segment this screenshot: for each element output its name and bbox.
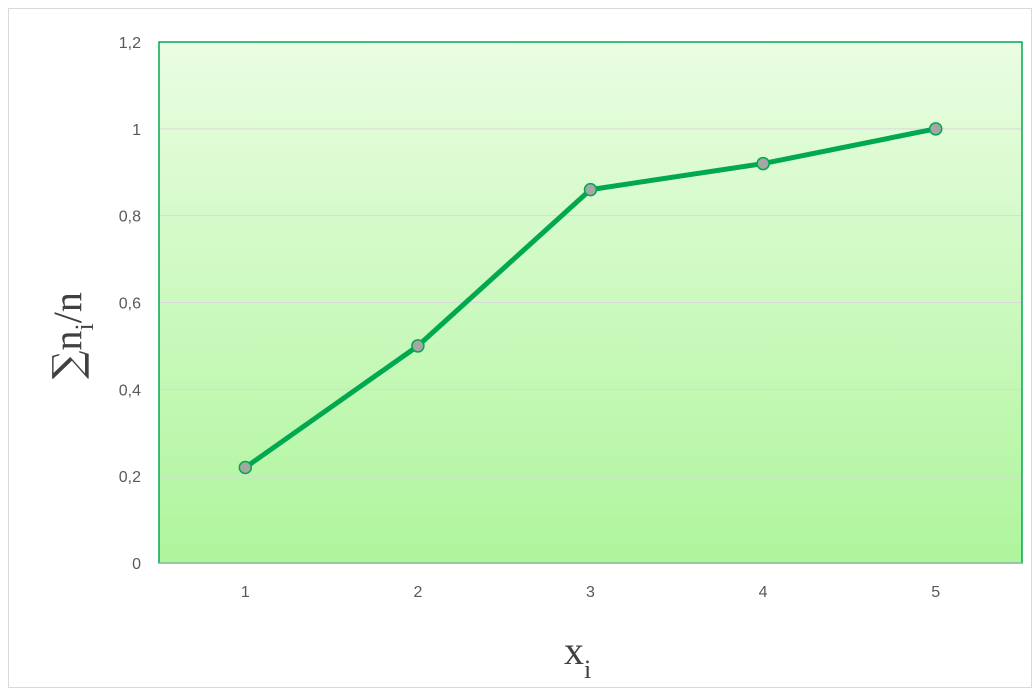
gridlines — [159, 128, 1022, 477]
data-point — [583, 182, 598, 197]
data-point — [411, 339, 425, 353]
y-axis-title: ∑ni/n — [45, 292, 99, 379]
y-tick-label: 0,8 — [119, 209, 141, 226]
x-tick-label: 4 — [759, 584, 768, 601]
y-tick-label: 0,2 — [119, 469, 141, 486]
y-tick-label: 0,4 — [119, 382, 141, 399]
y-tick-labels: 0 0,2 0,4 0,6 0,8 1 1,2 — [119, 35, 141, 573]
x-tick-label: 2 — [413, 584, 422, 601]
y-tick-label: 1 — [132, 122, 141, 139]
data-point — [928, 122, 943, 136]
y-tick-label: 0 — [132, 556, 141, 573]
x-axis-title: xi — [564, 628, 591, 684]
x-axis-title-base: x — [564, 628, 584, 673]
series-markers — [238, 122, 943, 475]
y-axis-title-base: n — [45, 330, 90, 350]
y-tick-label: 0,6 — [119, 296, 141, 313]
y-tick-label: 1,2 — [119, 35, 141, 52]
y-axis-title-tail: /n — [45, 292, 90, 323]
x-tick-label: 1 — [241, 584, 250, 601]
y-axis-title-sum: ∑ — [45, 350, 91, 379]
x-axis-title-subscript: i — [584, 655, 591, 684]
data-point — [238, 460, 253, 475]
x-tick-labels: 1 2 3 4 5 — [241, 584, 940, 601]
x-tick-label: 3 — [586, 584, 595, 601]
x-tick-label: 5 — [931, 584, 940, 601]
data-point — [756, 156, 770, 171]
y-axis-title-subscript: i — [70, 323, 99, 330]
